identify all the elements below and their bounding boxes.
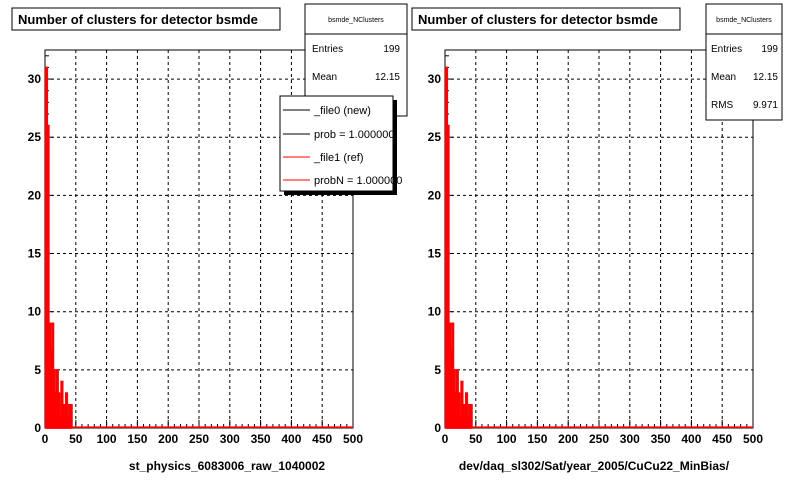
y-tick-label: 15 (428, 247, 442, 261)
x-tick-label: 200 (158, 432, 178, 446)
right-stats-mean-value: 12.15 (753, 72, 778, 83)
legend-label-probN: probN = 1.000000 (314, 175, 402, 187)
y-tick-label: 30 (28, 72, 42, 86)
left-stats-name: bsmde_NClusters (328, 17, 384, 24)
left-stats-mean-label: Mean (312, 72, 337, 83)
legend-entry-file1: _file1 (ref) (283, 152, 364, 164)
x-tick-label: 450 (312, 432, 332, 446)
x-tick-label: 0 (442, 432, 449, 446)
x-tick-label: 400 (681, 432, 701, 446)
legend-entry-prob: prob = 1.000000 (283, 129, 394, 141)
legend-label-prob: prob = 1.000000 (314, 129, 394, 141)
right-title-box (411, 7, 681, 31)
y-tick-label: 20 (428, 188, 442, 202)
right-x-axis-label: dev/daq_sl302/Sat/year_2005/CuCu22_MinBi… (459, 459, 730, 473)
x-tick-label: 200 (558, 432, 578, 446)
right-stats-rms-value: 9.971 (753, 100, 778, 111)
right-stats-mean-label: Mean (711, 72, 736, 83)
y-tick-label: 25 (428, 130, 442, 144)
left-title-box (11, 7, 281, 31)
left-legend: _file0 (new) prob = 1.000000 _file1 (ref… (279, 95, 402, 195)
x-tick-label: 450 (712, 432, 732, 446)
right-histogram-panel: 0 50 100 150 200 250 300 350 400 450 500 0 5 10 15 20 25… (411, 3, 783, 473)
legend-entry-file0: _file0 (new) (283, 105, 371, 117)
legend-label-file0: _file0 (new) (313, 105, 371, 117)
right-stats-entries-value: 199 (761, 44, 778, 55)
legend-entry-probN: probN = 1.000000 (283, 175, 402, 187)
y-tick-label: 5 (434, 363, 441, 377)
y-tick-label: 5 (34, 363, 41, 377)
x-tick-label: 500 (343, 432, 363, 446)
histogram-bin (469, 403, 473, 429)
x-tick-label: 350 (251, 432, 271, 446)
y-tick-label: 10 (28, 305, 42, 319)
left-stats-entries-label: Entries (312, 44, 343, 55)
histogram-bin (69, 403, 73, 429)
y-tick-label: 0 (434, 421, 441, 435)
y-tick-label: 30 (428, 72, 442, 86)
x-tick-label: 0 (42, 432, 49, 446)
right-stats-name: bsmde_NClusters (716, 17, 772, 24)
x-tick-label: 500 (743, 432, 763, 446)
right-chart-title: Number of clusters for detector bsmde (418, 12, 658, 27)
x-tick-label: 50 (69, 432, 83, 446)
y-tick-label: 10 (428, 305, 442, 319)
right-data-bars (444, 66, 753, 429)
legend-label-file1: _file1 (ref) (313, 152, 364, 164)
x-tick-label: 300 (620, 432, 640, 446)
right-stats-rms-label: RMS (711, 100, 734, 111)
x-tick-label: 250 (189, 432, 209, 446)
x-tick-label: 400 (281, 432, 301, 446)
x-tick-label: 100 (497, 432, 517, 446)
x-tick-label: 150 (127, 432, 147, 446)
x-tick-label: 100 (97, 432, 117, 446)
y-tick-label: 15 (28, 247, 42, 261)
right-stats-entries-label: Entries (711, 44, 742, 55)
x-tick-label: 350 (651, 432, 671, 446)
left-data-bars (44, 66, 353, 429)
y-tick-label: 25 (28, 130, 42, 144)
y-tick-label: 20 (28, 188, 42, 202)
x-tick-label: 150 (527, 432, 547, 446)
left-chart-title: Number of clusters for detector bsmde (18, 12, 258, 27)
x-tick-label: 50 (469, 432, 483, 446)
x-tick-label: 300 (220, 432, 240, 446)
right-stats-box: bsmde_NClusters Entries 199 Mean 12.15 R… (705, 3, 783, 121)
left-axes-ticks: 0 50 100 150 200 250 300 350 400 450 500 0 5 10 15 20 25… (28, 55, 363, 446)
left-stats-mean-value: 12.15 (375, 72, 400, 83)
left-stats-entries-value: 199 (383, 44, 400, 55)
left-histogram-panel: 0 50 100 150 200 250 300 350 400 450 500 0 5 10 15 20 25… (11, 3, 408, 473)
x-tick-label: 250 (589, 432, 609, 446)
left-x-axis-label: st_physics_6083006_raw_1040002 (129, 459, 325, 473)
y-tick-label: 0 (34, 421, 41, 435)
right-axes-ticks: 0 50 100 150 200 250 300 350 400 450 500 0 5 10 15 20 25… (428, 55, 763, 446)
